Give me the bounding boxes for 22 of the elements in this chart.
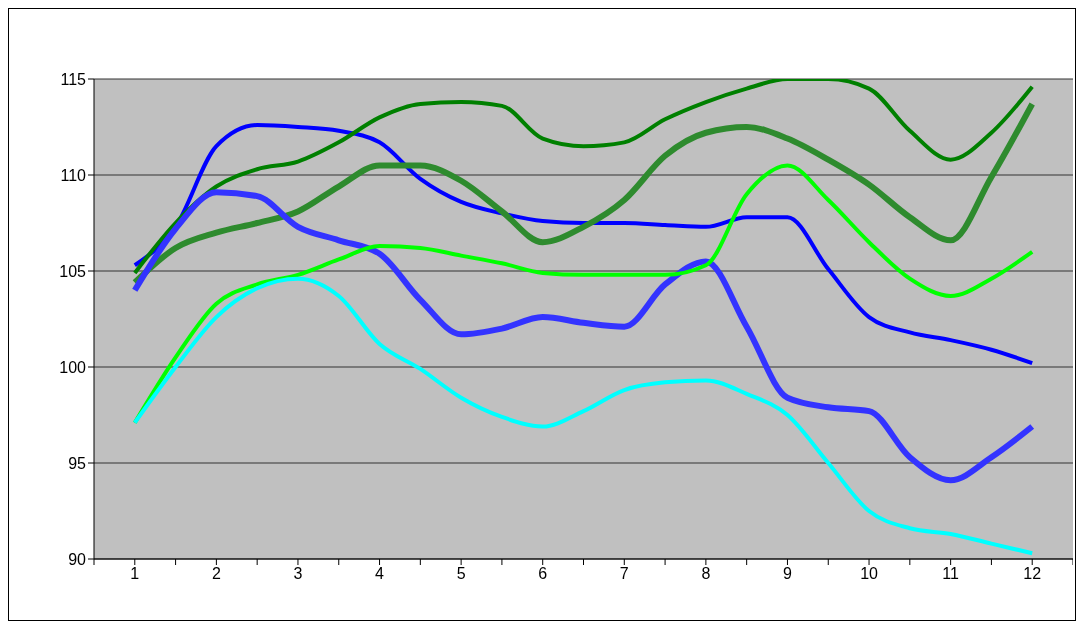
x-tick-label: 5	[456, 565, 466, 582]
x-tick-label: 11	[942, 565, 960, 582]
x-tick-label: 12	[1023, 565, 1042, 582]
line-series	[132, 163, 1035, 425]
x-tick-label: 7	[619, 565, 629, 582]
x-tick-label: 8	[701, 565, 711, 582]
x-tick-label: 3	[293, 565, 303, 582]
y-tick-label: 115	[60, 70, 87, 88]
x-tick-label: 9	[783, 565, 793, 582]
y-tick-label: 95	[68, 454, 87, 472]
x-tick-label: 2	[211, 565, 221, 582]
x-tick-label: 6	[538, 565, 548, 582]
line-series	[132, 276, 1035, 556]
line-series	[132, 79, 1035, 275]
line-series	[132, 123, 1035, 366]
y-tick-label: 90	[68, 550, 87, 568]
x-tick-label: 1	[130, 565, 140, 582]
x-tick-label: 4	[375, 565, 385, 582]
y-tick-label: 100	[59, 358, 87, 376]
y-tick-label: 105	[59, 262, 87, 280]
x-tick-label: 10	[860, 565, 879, 582]
y-tick-label: 110	[60, 166, 87, 184]
